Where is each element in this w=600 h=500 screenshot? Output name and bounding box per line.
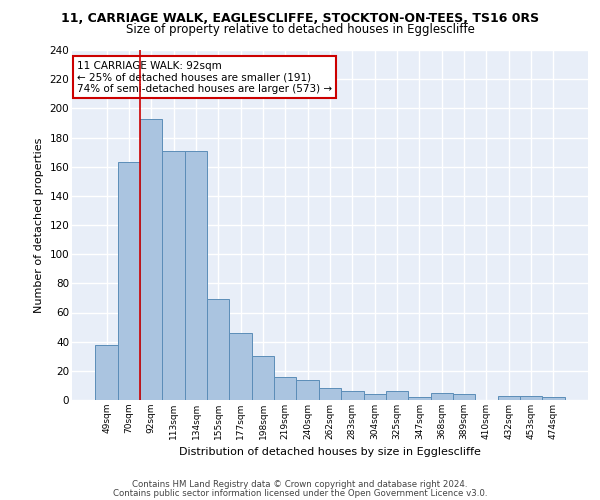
Bar (274, 376, 296, 400)
Bar (252, 356, 274, 400)
Bar (408, 397, 431, 400)
Bar (386, 391, 408, 400)
Bar (140, 118, 163, 400)
Bar (207, 300, 229, 400)
Text: Contains HM Land Registry data © Crown copyright and database right 2024.: Contains HM Land Registry data © Crown c… (132, 480, 468, 489)
Bar (542, 397, 565, 400)
Bar (520, 396, 542, 400)
X-axis label: Distribution of detached houses by size in Egglescliffe: Distribution of detached houses by size … (179, 448, 481, 458)
Text: 11 CARRIAGE WALK: 92sqm
← 25% of detached houses are smaller (191)
74% of semi-d: 11 CARRIAGE WALK: 92sqm ← 25% of detache… (77, 60, 332, 94)
Bar (229, 333, 252, 400)
Y-axis label: Number of detached properties: Number of detached properties (34, 138, 44, 312)
Text: Contains public sector information licensed under the Open Government Licence v3: Contains public sector information licen… (113, 488, 487, 498)
Bar (497, 396, 520, 400)
Bar (341, 391, 364, 400)
Text: 11, CARRIAGE WALK, EAGLESCLIFFE, STOCKTON-ON-TEES, TS16 0RS: 11, CARRIAGE WALK, EAGLESCLIFFE, STOCKTO… (61, 12, 539, 26)
Bar (95, 344, 118, 400)
Text: Size of property relative to detached houses in Egglescliffe: Size of property relative to detached ho… (125, 22, 475, 36)
Bar (319, 388, 341, 400)
Bar (431, 392, 453, 400)
Bar (118, 162, 140, 400)
Bar (163, 150, 185, 400)
Bar (296, 380, 319, 400)
Bar (185, 150, 207, 400)
Bar (364, 394, 386, 400)
Bar (453, 394, 475, 400)
